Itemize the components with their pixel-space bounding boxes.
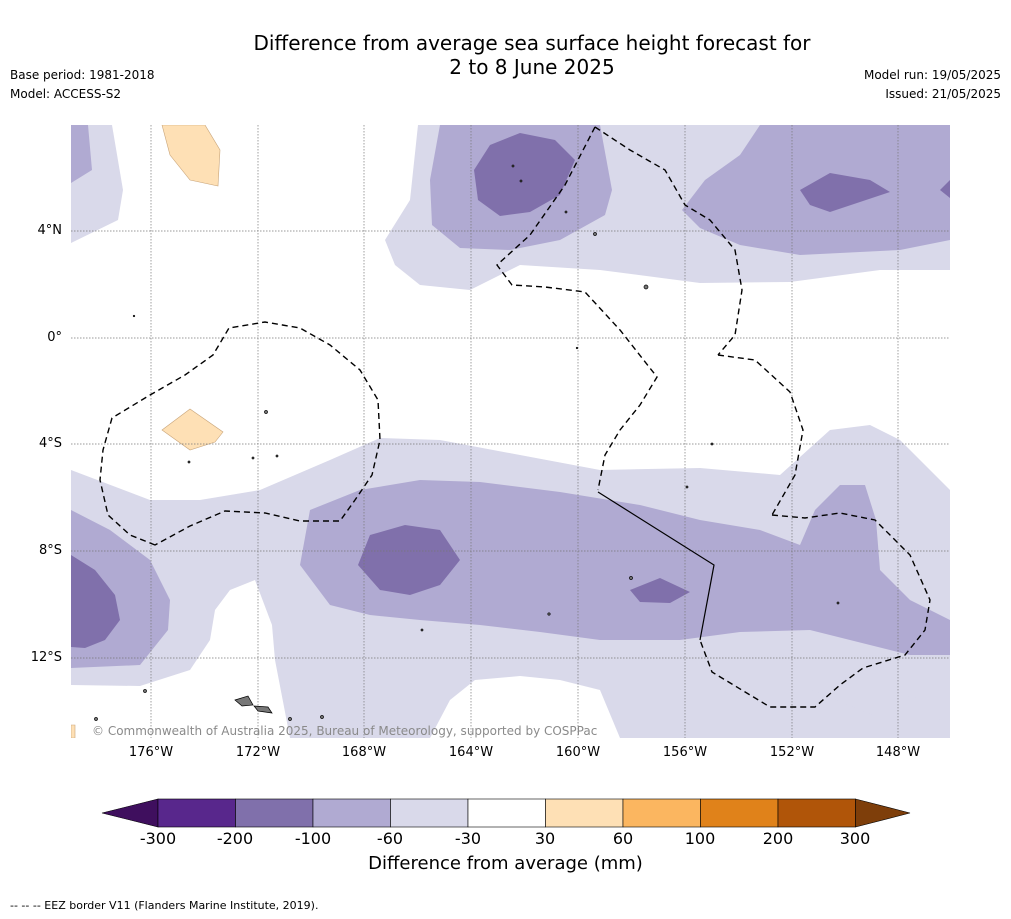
lon-label: 172°W [235, 745, 281, 760]
meta-right: Model run: 19/05/2025 Issued: 21/05/2025 [864, 66, 1001, 104]
colorbar-swatch [157, 798, 236, 828]
base-period: Base period: 1981-2018 [10, 68, 155, 82]
colorbar-tick: 100 [684, 829, 716, 848]
model-run: Model run: 19/05/2025 [863, 68, 1001, 82]
map-title-line1: Difference from average sea surface heig… [253, 31, 811, 55]
colorbar-min-extend [101, 798, 159, 828]
positive-anomaly-patch [71, 125, 224, 738]
lon-label: 152°W [769, 745, 815, 760]
lon-label: 148°W [875, 745, 921, 760]
colorbar-swatch [622, 798, 701, 828]
colorbar-tick: -200 [216, 829, 254, 848]
colorbar-swatch [390, 798, 469, 828]
colorbar-tick: -30 [454, 829, 482, 848]
colorbar-title: Difference from average (mm) [368, 853, 643, 874]
colorbar-swatch [700, 798, 779, 828]
colorbar-tick: 200 [762, 829, 794, 848]
model-name: Model: ACCESS-S2 [10, 87, 122, 101]
colorbar-swatch [235, 798, 314, 828]
map-title: Difference from average sea surface heig… [0, 31, 1011, 79]
colorbar-swatch [545, 798, 624, 828]
eez-borders [99, 126, 931, 708]
lon-label: 164°W [448, 745, 494, 760]
islands [94, 164, 840, 721]
gridlines [71, 125, 950, 738]
lon-label: 168°W [341, 745, 387, 760]
colorbar-swatch [467, 798, 546, 828]
lat-label: 12°S [30, 650, 62, 665]
colorbar-tick: 300 [839, 829, 871, 848]
colorbar-swatch [312, 798, 391, 828]
issued-date: Issued: 21/05/2025 [885, 87, 1001, 101]
meta-left: Base period: 1981-2018 Model: ACCESS-S2 [10, 66, 155, 104]
colorbar-tick: -300 [139, 829, 177, 848]
lon-label: 156°W [662, 745, 708, 760]
colorbar-tick: 60 [612, 829, 634, 848]
colorbar [101, 798, 911, 828]
colorbar-tick: -60 [376, 829, 404, 848]
colorbar-tick: -100 [294, 829, 332, 848]
colorbar-swatch [777, 798, 856, 828]
lon-label: 176°W [128, 745, 174, 760]
eez-solid-border [597, 491, 715, 641]
anomaly-band-dark [71, 133, 950, 648]
colorbar-tick: 30 [534, 829, 556, 848]
eez-footnote: -- -- -- EEZ border V11 (Flanders Marine… [10, 899, 319, 912]
copyright-notice: © Commonwealth of Australia 2025, Bureau… [92, 724, 598, 738]
lat-label: 0° [47, 330, 62, 345]
map-title-line2: 2 to 8 June 2025 [449, 55, 615, 79]
colorbar-max-extend [855, 798, 911, 828]
lat-label: 8°S [38, 543, 62, 558]
lon-label: 160°W [555, 745, 601, 760]
lat-label: 4°S [38, 436, 62, 451]
lat-label: 4°N [37, 223, 63, 238]
